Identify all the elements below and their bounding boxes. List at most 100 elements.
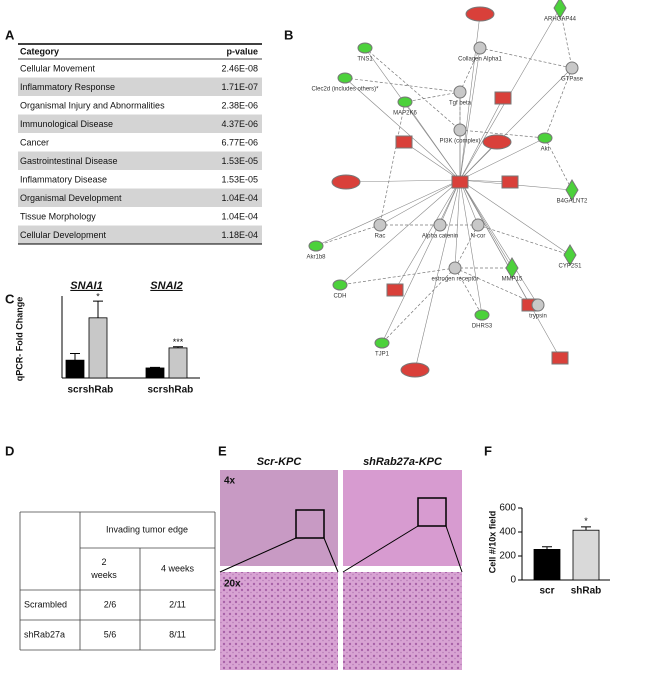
network-edge [459,179,571,256]
panel-letter: A [5,27,15,42]
network-edge [364,47,461,131]
network-node [337,72,353,84]
y-axis-label: qPCR- Fold Change [14,297,24,382]
network-node [551,351,569,365]
network-edge [459,47,481,181]
zoom-line [342,525,419,573]
zoom-line [323,537,339,573]
network-edge [459,13,481,181]
bar [168,347,188,379]
table-cell: 2.46E-08 [221,64,258,74]
column-title: Scr-KPC [257,456,303,468]
network-edge [459,97,504,181]
network-node [453,123,467,137]
error-bar [173,346,183,348]
panel-letter: B [284,27,293,42]
table-cell: Organismal Development [20,193,122,203]
error-bar [150,366,160,368]
network-node [494,91,512,105]
table-cell: 1.18E-04 [221,230,258,240]
network-node [482,134,512,150]
network-edge [344,77,461,93]
micrograph [220,470,338,566]
zoom-box [295,509,325,539]
network-node [531,298,545,312]
network-edge [315,224,381,247]
table-cell: 6.77E-06 [221,138,258,148]
network-edge [394,179,461,291]
network-edge [379,179,461,226]
x-tick-label: shRab [163,385,194,396]
table-cell: Cellular Development [20,230,107,240]
x-tick-label: scr [147,385,162,396]
zoom-box [417,497,447,527]
micrograph [343,572,462,670]
network-node [374,337,390,349]
row-shade [18,225,262,244]
network-node [553,0,567,19]
network-edge [454,224,479,269]
node-label: TJP1 [375,352,390,358]
panel-letter: D [5,443,14,458]
x-tick-label: shRab [571,586,602,597]
table-cell: Scrambled [24,599,67,609]
table-header: Category [20,46,59,56]
zoom-line [219,537,297,573]
error-bar [70,352,80,361]
table-cell: Organismal Injury and Abnormalities [20,101,165,111]
network-edge [339,267,456,286]
table-cell: 2/6 [104,599,117,609]
node-label: CDH [334,294,347,300]
table-cell: 1.53E-05 [221,175,258,185]
network-edge [345,179,461,183]
node-label: ARHGAP44 [544,17,577,23]
x-tick-label: scr [67,385,82,396]
network-node [395,135,413,149]
network-edge [479,47,573,69]
node-label: Alpha catenin [422,234,458,240]
network-node [331,174,361,190]
table-cell: Inflammatory Response [20,82,115,92]
y-axis-label: Cell #/10x field [487,511,497,574]
bar [145,367,165,379]
network-node [433,218,447,232]
network-edge [381,267,456,344]
row-shade [18,151,262,170]
network-node [308,240,324,252]
node-label: B4GALNT2 [557,199,588,205]
network-node [451,175,469,189]
network-edge [459,179,513,269]
network-node [386,283,404,297]
network-edge [454,267,483,316]
network-edge [477,224,571,256]
table-cell: 4.37E-06 [221,119,258,129]
node-label: TNS1 [357,57,373,63]
table-cell: Tissue Morphology [20,212,96,222]
table-header: 4 weeks [161,563,195,573]
y-tick-label: 400 [499,527,516,538]
network-node [565,179,579,201]
row-shade [18,188,262,207]
significance: * [584,516,588,526]
network-edge [404,91,461,103]
network-node [505,257,519,279]
error-bar [581,526,591,531]
micrograph [220,572,338,670]
network-edge [459,179,483,316]
network-edge [379,101,406,226]
node-label: trypsin [529,314,547,320]
table-cell: 1.04E-04 [221,193,258,203]
network-edge [459,47,481,93]
node-label: Clec2d (includes others)* [311,87,379,93]
error-bar [93,300,103,318]
network-node [565,61,579,75]
bar [572,529,600,581]
table-cell: 1.71E-07 [221,82,258,92]
table-header: Invading tumor edge [106,524,188,534]
network-node [357,42,373,54]
network-edge [459,137,546,181]
node-label: Akt [541,147,550,153]
panel-letter: E [218,443,227,458]
y-tick-label: 200 [499,551,516,562]
table-cell: Cancer [20,138,49,148]
